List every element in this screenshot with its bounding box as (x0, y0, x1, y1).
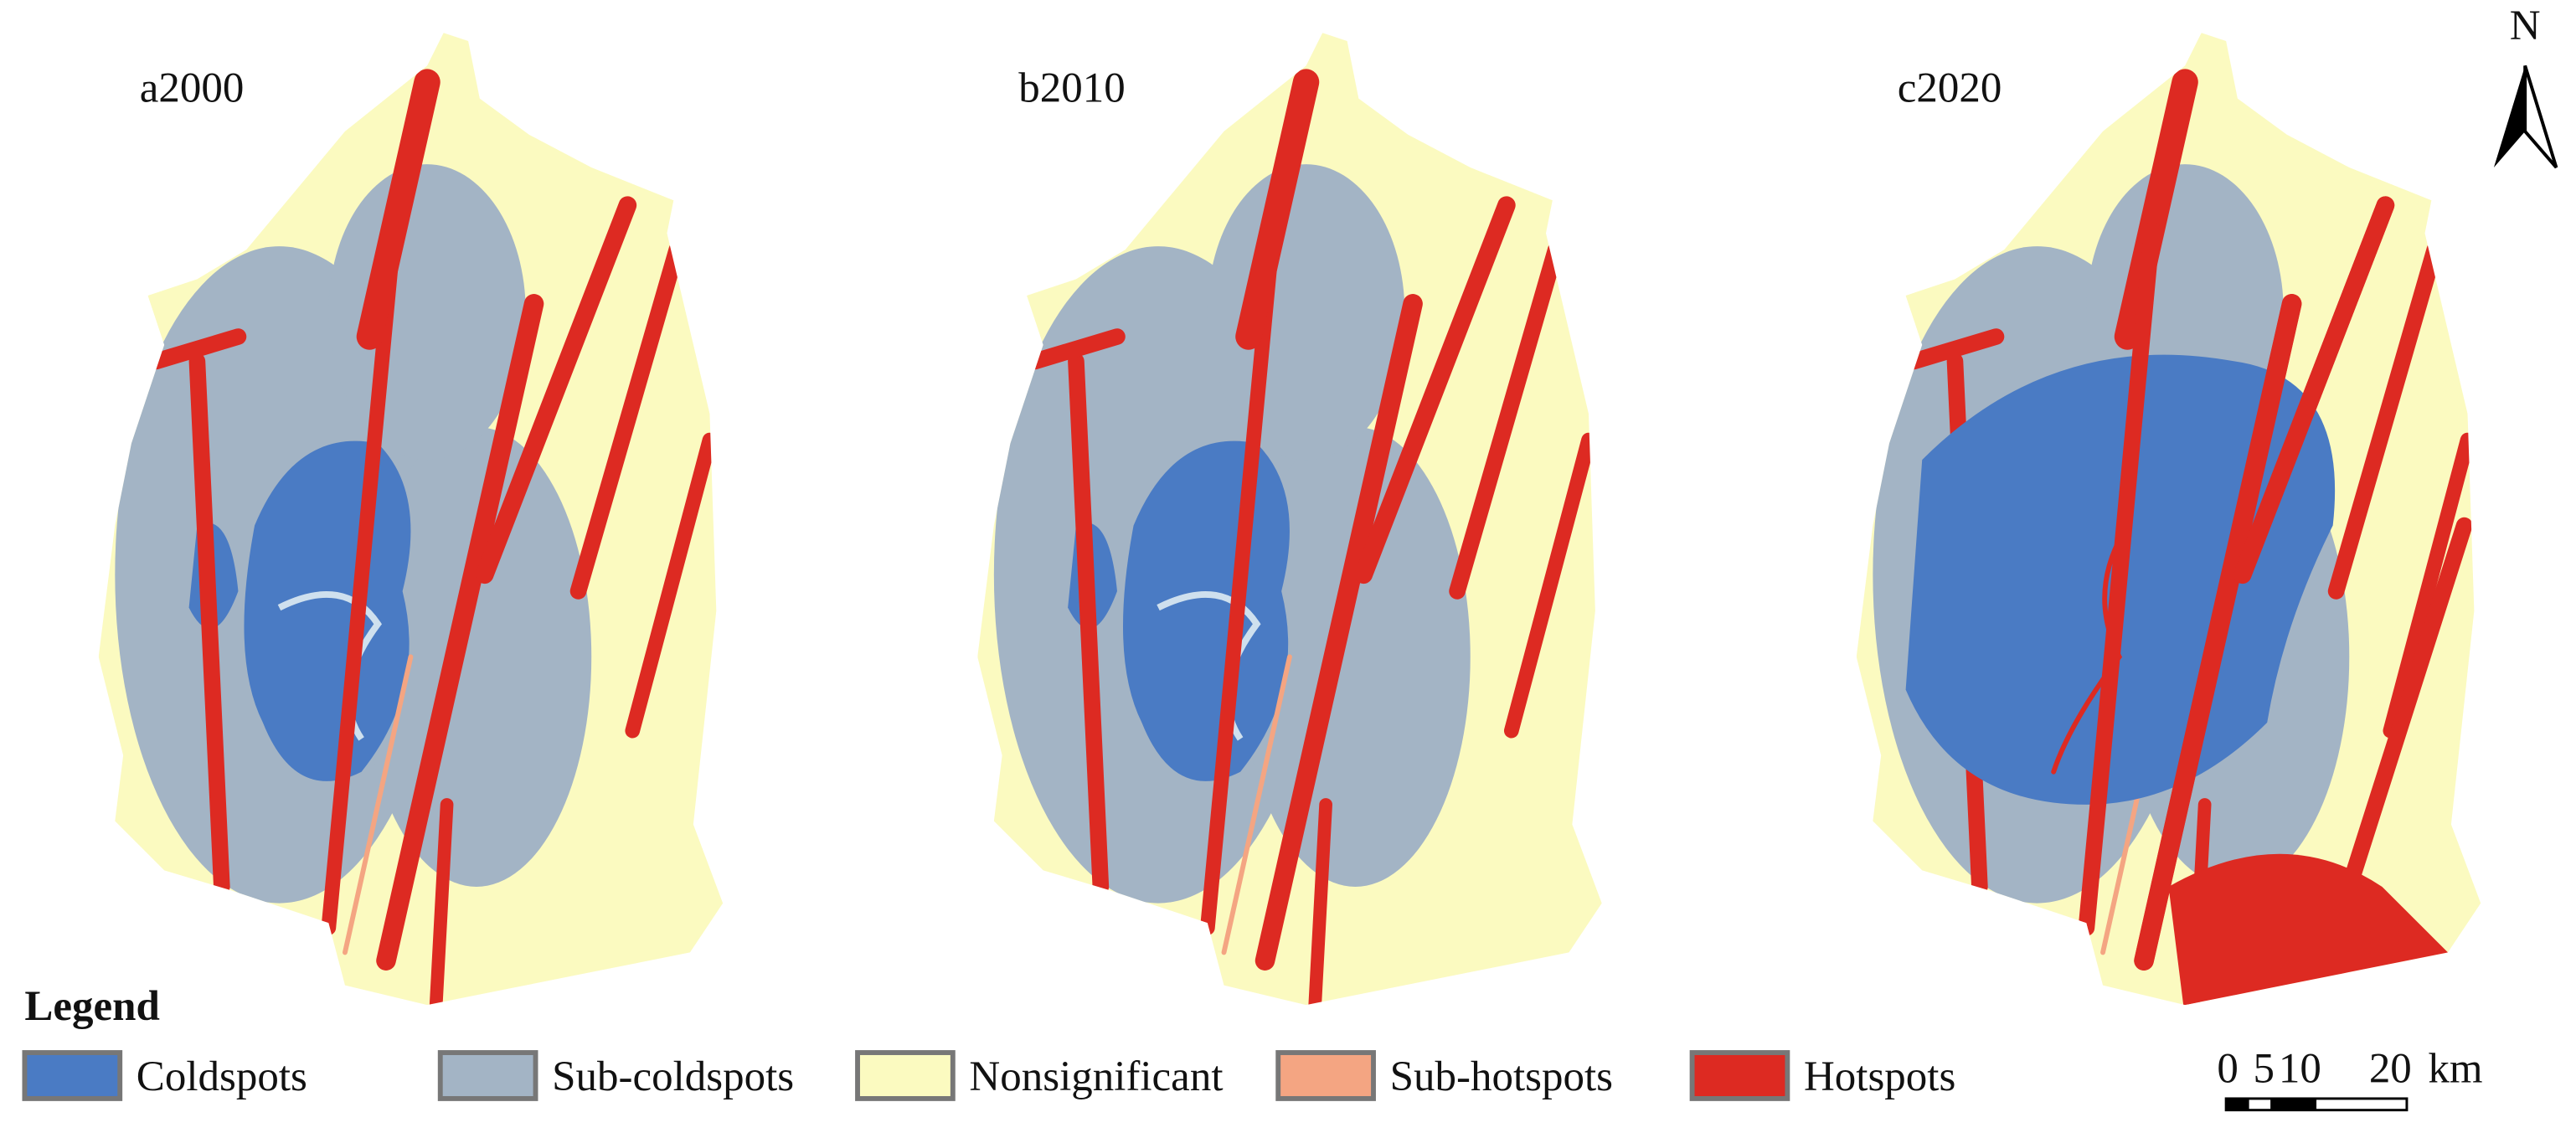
panel-label: a2000 (140, 65, 245, 112)
legend-swatch (1689, 1050, 1790, 1101)
scale-label: 0 (2217, 1045, 2239, 1092)
scale-label: 20 (2369, 1045, 2412, 1092)
map (99, 33, 723, 1018)
legend-title: Legend (24, 983, 159, 1030)
map-panel (99, 33, 723, 1018)
panel-label: b2010 (1018, 65, 1125, 112)
north-arrow-left (2493, 65, 2526, 168)
legend-label: Hotspots (1804, 1053, 1955, 1100)
legend-swatch (437, 1050, 538, 1101)
legend-label: Sub-hotspots (1390, 1053, 1613, 1100)
maps (99, 33, 2481, 1018)
scale-label: 5 (2254, 1045, 2275, 1092)
panel-label: c2020 (1898, 65, 2002, 112)
scale-unit: km (2428, 1045, 2482, 1092)
north-label: N (2510, 3, 2541, 49)
map-panel (977, 33, 1601, 1018)
legend-swatch (1275, 1050, 1376, 1101)
map-panel (1857, 33, 2481, 1018)
north-arrow: N (2493, 3, 2558, 169)
north-arrow-right (2523, 64, 2558, 169)
legend-label: Sub-coldspots (552, 1053, 794, 1100)
scale-label: 10 (2279, 1045, 2321, 1092)
legend: Legend Coldspots Sub-coldspots Nonsignific… (22, 983, 1955, 1101)
scale-bar-segment (2270, 1098, 2317, 1110)
map (977, 33, 1601, 1018)
scale-bar-segment (2226, 1098, 2249, 1110)
legend-swatch (855, 1050, 956, 1101)
legend-label: Coldspots (137, 1053, 307, 1100)
scale-bar: 0 5 10 20 km (2217, 1045, 2483, 1112)
legend-label: Nonsignificant (969, 1053, 1223, 1100)
legend-swatch (22, 1050, 123, 1101)
